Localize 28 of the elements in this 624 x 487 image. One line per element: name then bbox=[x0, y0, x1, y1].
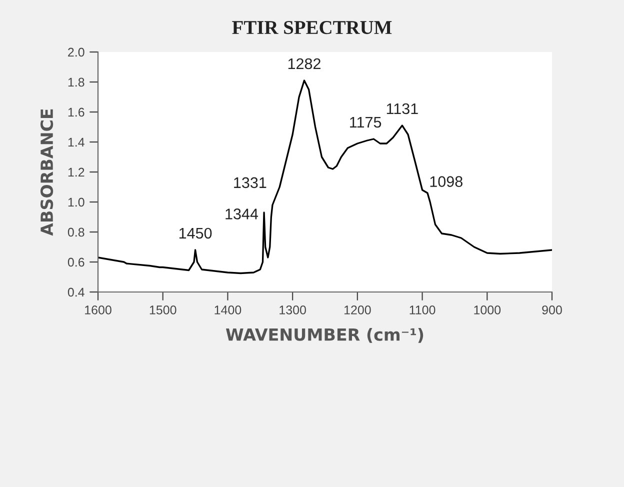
annotation: 1098 bbox=[430, 176, 462, 187]
x-tick-label: 1400 bbox=[214, 306, 242, 314]
y-tick-label: 1.6 bbox=[68, 108, 84, 117]
annotation: 1282 bbox=[288, 58, 320, 70]
x-axis-title: WAVENUMBER (cm⁻¹) bbox=[226, 328, 424, 343]
annotation: 1175 bbox=[350, 116, 382, 128]
y-tick-label: 1.0 bbox=[68, 198, 84, 207]
annotation: 1331 bbox=[234, 177, 266, 188]
y-tick-label: 1.4 bbox=[68, 138, 84, 147]
annotation: 1131 bbox=[386, 103, 418, 114]
x-tick-label: 1500 bbox=[150, 306, 176, 314]
y-tick-label: 1.2 bbox=[68, 168, 84, 177]
y-tick-label: 0.6 bbox=[68, 258, 84, 267]
x-tick-label: 900 bbox=[542, 306, 562, 314]
line-series bbox=[98, 80, 552, 274]
x-tick-label: 1100 bbox=[410, 306, 436, 314]
y-tick-label: 2.0 bbox=[68, 48, 84, 57]
x-tick-label: 1200 bbox=[344, 306, 371, 314]
y-axis-title: ABSORBANCE bbox=[40, 109, 54, 236]
annotation: 1344 bbox=[226, 208, 258, 220]
y-tick-label: 0.8 bbox=[68, 228, 84, 237]
annotation: 1450 bbox=[179, 228, 212, 239]
y-tick-label: 1.8 bbox=[68, 78, 84, 87]
x-tick-label: 1300 bbox=[280, 306, 306, 314]
x-tick-label: 1600 bbox=[85, 306, 112, 314]
chart-title: FTIR SPECTRUM bbox=[232, 21, 392, 34]
y-tick-label: 0.4 bbox=[68, 288, 84, 297]
x-tick-label: 1000 bbox=[474, 306, 501, 314]
